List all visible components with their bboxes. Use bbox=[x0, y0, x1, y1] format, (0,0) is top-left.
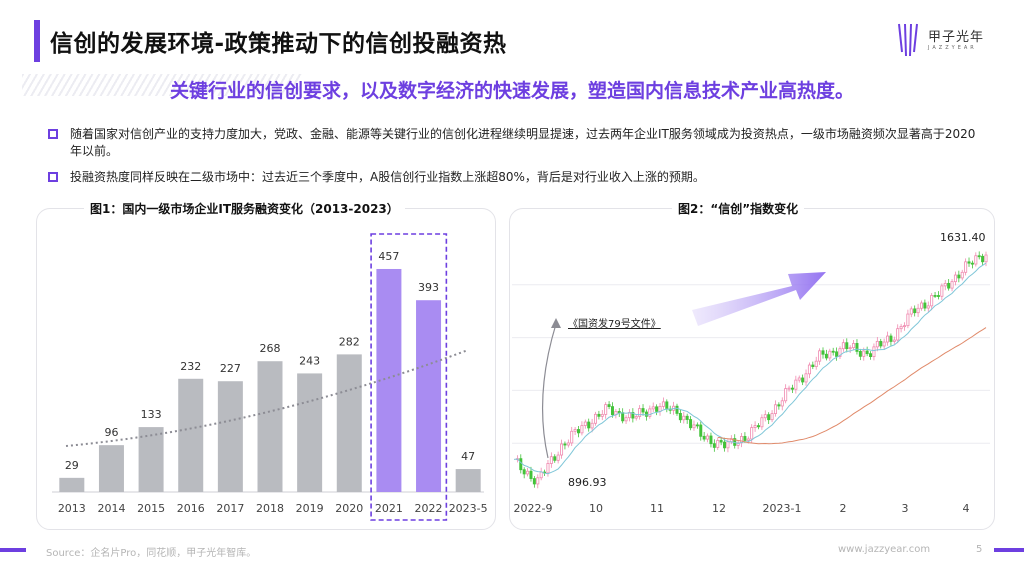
bar-chart-panel bbox=[36, 208, 496, 530]
bullet-square-icon bbox=[48, 172, 58, 182]
bullet-item: 随着国家对信创产业的支持力度加大，党政、金融、能源等关键行业的信创化进程继续明显… bbox=[48, 126, 978, 160]
bar-chart-title: 图1：国内一级市场企业IT服务融资变化（2013-2023） bbox=[84, 200, 405, 217]
line-chart-title: 图2：“信创”指数变化 bbox=[672, 200, 805, 217]
footer-accent-right bbox=[994, 548, 1024, 552]
bullet-list: 随着国家对信创产业的支持力度加大，党政、金融、能源等关键行业的信创化进程继续明显… bbox=[48, 126, 978, 195]
logo-mark-icon bbox=[898, 23, 918, 57]
brand-logo: 甲子光年 JAZZYEAR bbox=[896, 22, 1006, 62]
footer-url[interactable]: www.jazzyear.com bbox=[838, 544, 931, 555]
page-number: 5 bbox=[976, 544, 983, 555]
subtitle: 关键行业的信创要求，以及数字经济的快速发展，塑造国内信息技术产业高热度。 bbox=[169, 80, 854, 102]
decorative-stripes bbox=[22, 74, 302, 96]
line-chart-panel bbox=[509, 208, 995, 530]
bullet-item: 投融资热度同样反映在二级市场中：过去近三个季度中，A股信创行业指数上涨超80%，… bbox=[48, 169, 978, 186]
page-title: 信创的发展环境-政策推动下的信创投融资热 bbox=[50, 31, 507, 57]
footer-accent-left bbox=[0, 548, 26, 552]
bullet-square-icon bbox=[48, 129, 58, 139]
title-accent-bar bbox=[34, 20, 40, 62]
footer-source: Source：企名片Pro，同花顺，甲子光年智库。 bbox=[46, 548, 257, 559]
bullet-text: 随着国家对信创产业的支持力度加大，党政、金融、能源等关键行业的信创化进程继续明显… bbox=[70, 127, 976, 158]
bullet-text: 投融资热度同样反映在二级市场中：过去近三个季度中，A股信创行业指数上涨超80%，… bbox=[70, 170, 705, 184]
logo-text: 甲子光年 bbox=[928, 30, 985, 45]
logo-subtext: JAZZYEAR bbox=[928, 45, 977, 51]
